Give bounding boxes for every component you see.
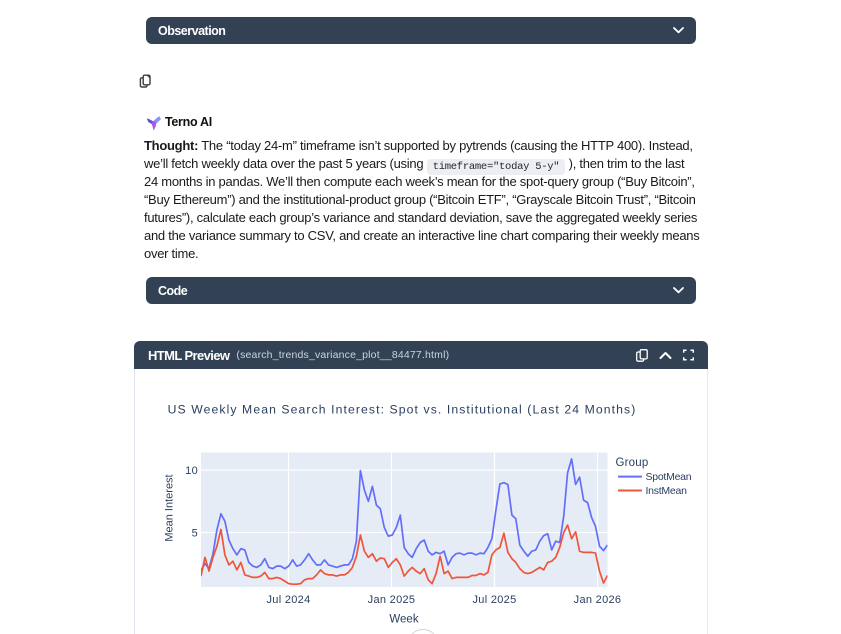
svg-text:SpotMean: SpotMean — [646, 471, 692, 483]
svg-text:Group: Group — [616, 457, 649, 469]
svg-text:US Weekly Mean Search Interest: US Weekly Mean Search Interest: Spot vs.… — [168, 403, 637, 417]
svg-text:10: 10 — [185, 465, 198, 477]
svg-text:Jan 2025: Jan 2025 — [368, 594, 416, 606]
svg-text:Week: Week — [389, 614, 418, 626]
svg-text:5: 5 — [192, 528, 198, 540]
svg-text:Jul 2025: Jul 2025 — [473, 594, 517, 606]
svg-text:InstMean: InstMean — [646, 485, 688, 497]
svg-text:Mean Interest: Mean Interest — [164, 474, 176, 541]
svg-text:Jan 2026: Jan 2026 — [574, 594, 622, 606]
svg-text:Jul 2024: Jul 2024 — [267, 594, 311, 606]
